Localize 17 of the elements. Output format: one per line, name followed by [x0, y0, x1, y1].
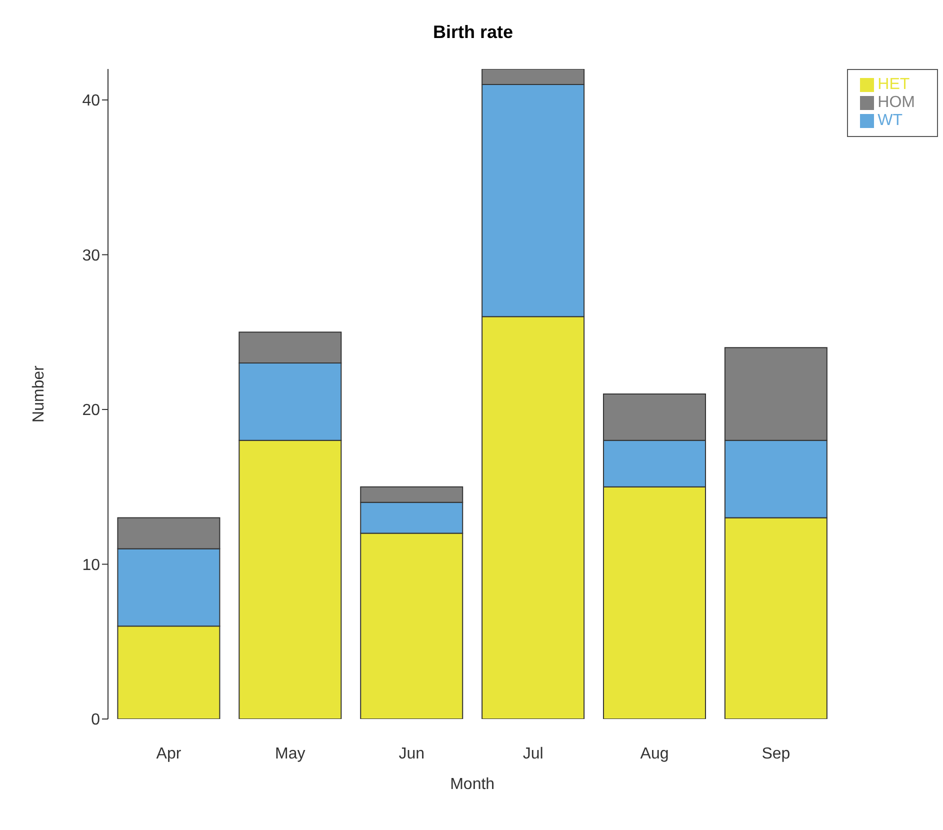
x-tick-label: Apr: [156, 745, 182, 762]
legend-label: HOM: [878, 94, 915, 111]
x-tick-label: Jul: [522, 745, 544, 762]
x-tick-label: Jun: [398, 745, 425, 762]
chart-title: Birth rate: [432, 22, 514, 43]
y-tick-label: 40: [82, 92, 100, 110]
x-tick-label: Aug: [640, 745, 669, 762]
x-tick-label: Sep: [762, 745, 790, 762]
x-tick-label: May: [275, 745, 306, 762]
y-axis-title: Number: [30, 364, 48, 422]
y-tick-label: 20: [82, 402, 100, 420]
y-tick-label: 30: [82, 247, 100, 264]
x-axis-title: Month: [450, 776, 495, 793]
legend-label: HET: [878, 76, 910, 93]
y-tick-label: 10: [82, 556, 100, 574]
y-tick-label: 0: [91, 712, 100, 729]
legend-label: WT: [878, 112, 903, 129]
